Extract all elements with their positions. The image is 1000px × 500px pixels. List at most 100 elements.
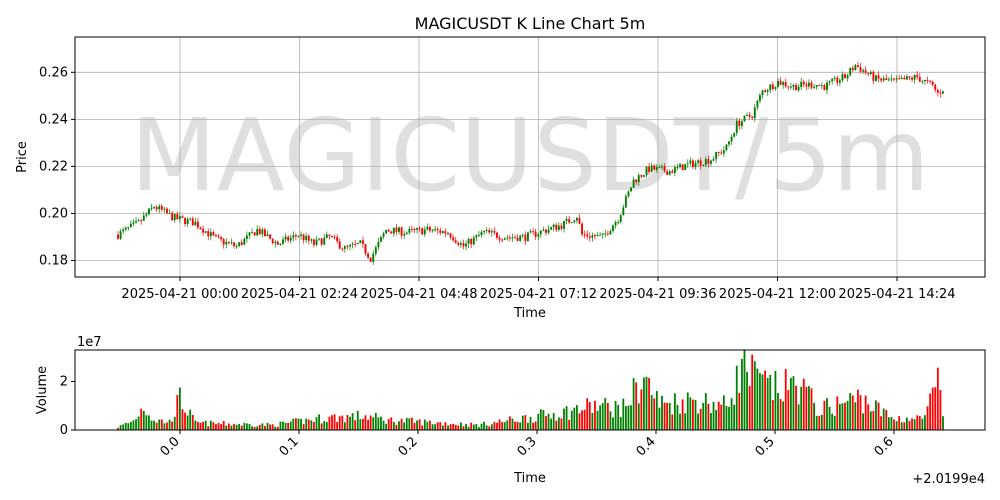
candle-body	[859, 67, 862, 72]
volume-bar	[480, 423, 483, 430]
volume-xtick-label: 0.3	[515, 434, 540, 459]
candle-body	[792, 84, 795, 87]
volume-bar	[815, 415, 818, 430]
volume-bar	[503, 422, 506, 430]
volume-bar	[382, 420, 385, 430]
volume-bar	[583, 409, 586, 430]
volume-bar	[838, 404, 841, 430]
candle-body	[137, 220, 140, 222]
volume-bar	[630, 405, 632, 430]
candle-body	[429, 226, 431, 231]
candle-body	[294, 235, 297, 237]
volume-xtick-label: 0.1	[277, 434, 302, 459]
candle-body	[591, 235, 594, 238]
volume-bar	[581, 410, 583, 430]
candle-body	[738, 120, 741, 127]
candle-body	[333, 236, 336, 238]
volume-bar	[369, 415, 372, 430]
volume-bar	[323, 421, 326, 430]
candle-body	[449, 233, 452, 238]
candle-body	[784, 82, 787, 87]
volume-bar	[939, 390, 942, 430]
volume-bar	[178, 387, 181, 430]
volume-bar	[771, 400, 774, 430]
candle-body	[122, 229, 125, 232]
volume-bar	[367, 419, 369, 430]
candle-body	[606, 233, 609, 235]
candle-body	[844, 74, 846, 79]
volume-bar	[534, 421, 537, 430]
volume-bar	[764, 370, 767, 430]
candle-body	[797, 87, 800, 91]
candle-body	[759, 95, 761, 101]
candle-body	[367, 253, 370, 258]
candle-body	[813, 86, 816, 88]
volume-bar	[802, 378, 805, 430]
volume-bar	[176, 395, 179, 430]
volume-bar	[810, 388, 813, 430]
volume-bar	[735, 365, 738, 430]
candle-body	[271, 238, 274, 244]
volume-bar	[197, 421, 199, 430]
candle-body	[251, 232, 254, 234]
candle-body	[565, 218, 568, 221]
volume-bar	[300, 418, 302, 430]
volume-bar	[302, 424, 305, 430]
volume-bar	[155, 422, 158, 430]
volume-bar	[387, 418, 390, 430]
volume-bar	[374, 412, 377, 430]
volume-bar	[609, 411, 612, 430]
volume-bar	[411, 417, 413, 430]
candle-body	[725, 144, 728, 151]
candle-body	[893, 78, 895, 80]
volume-bar	[436, 422, 439, 430]
candle-body	[441, 231, 444, 233]
candle-body	[408, 228, 411, 233]
candle-body	[550, 227, 553, 230]
price-ytick-label: 0.18	[39, 254, 68, 269]
volume-bar	[668, 402, 671, 430]
candle-body	[676, 167, 679, 169]
volume-bar	[189, 409, 192, 430]
candle-body	[568, 218, 571, 223]
candle-body	[624, 196, 627, 208]
candle-body	[423, 229, 426, 235]
candle-body	[403, 234, 406, 236]
candle-body	[761, 90, 764, 96]
volume-bar	[576, 405, 578, 430]
volume-bar	[521, 415, 524, 430]
candle-body	[166, 208, 168, 214]
candle-body	[609, 230, 612, 235]
volume-bar	[400, 418, 403, 430]
volume-bar	[826, 398, 828, 430]
volume-bar	[658, 407, 661, 430]
volume-bar	[171, 421, 174, 430]
candle-body	[315, 239, 318, 245]
candle-body	[421, 228, 424, 235]
candle-body	[194, 221, 197, 226]
volume-bar	[418, 419, 421, 430]
volume-bar	[823, 400, 826, 430]
volume-bar	[310, 420, 313, 430]
candle-body	[630, 187, 632, 192]
candle-body	[578, 217, 581, 224]
candle-body	[537, 234, 540, 237]
candle-body	[361, 240, 364, 244]
candle-body	[276, 241, 279, 245]
volume-bar	[550, 418, 553, 430]
volume-ytick-label: 0	[60, 423, 68, 438]
volume-bar	[408, 418, 411, 430]
candle-body	[312, 239, 315, 245]
volume-bar	[617, 404, 620, 430]
volume-bar	[395, 424, 398, 430]
volume-bar	[514, 421, 516, 430]
volume-bar	[220, 424, 223, 430]
candle-body	[524, 234, 527, 241]
volume-bar	[470, 422, 473, 430]
volume-bar	[828, 406, 831, 430]
candle-body	[820, 85, 823, 87]
candle-body	[828, 81, 831, 83]
candle-body	[202, 228, 205, 233]
candle-body	[875, 75, 877, 81]
volume-bar	[527, 422, 529, 430]
